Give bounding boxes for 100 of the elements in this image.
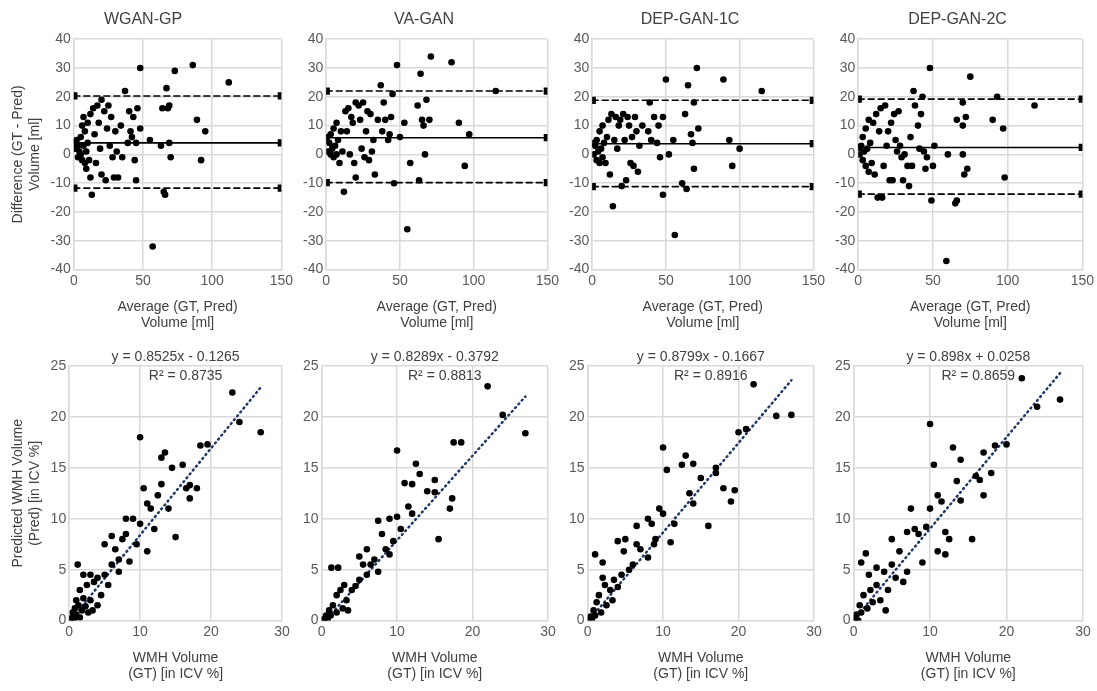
x-tick-label: 100: [461, 271, 486, 288]
y-axis-title: Difference (GT - Pred) Volume [ml]: [9, 85, 43, 224]
y-tick-label: 40: [573, 30, 590, 47]
y-tick-label: -20: [569, 202, 590, 219]
x-axis-title: WMH Volume (GT) [in ICV %]: [920, 648, 1016, 682]
y-tick-label: 20: [50, 407, 67, 424]
x-tick-label: 100: [995, 271, 1020, 288]
text: y = 0.8799x - 0.1667: [636, 347, 766, 364]
annotation: R² = 0.8813: [408, 366, 482, 383]
y-tick-label: -10: [835, 174, 856, 191]
chart-title: DEP-GAN-1C: [640, 10, 740, 28]
x-tick-label: 150: [269, 271, 294, 288]
y-tick-label: 0: [847, 145, 856, 162]
text: y = 0.8525x - 0.1265: [111, 347, 240, 364]
y-tick-label: 15: [568, 458, 585, 475]
x-axis-title: WMH Volume (GT) [in ICV %]: [387, 648, 483, 682]
x-tick-label: 30: [540, 622, 556, 639]
x-tick-label: 50: [658, 271, 674, 288]
y-tick-label: -30: [50, 231, 72, 248]
y-tick-label: 0: [63, 145, 72, 162]
y-tick-label: 40: [55, 30, 72, 47]
y-tick-label: 10: [302, 509, 319, 526]
x-axis-title: Average (GT, Pred) Volume [ml]: [910, 297, 1031, 331]
y-tick-label: -40: [303, 260, 324, 277]
y-tick-label: 15: [834, 458, 851, 475]
y-tick-label: 0: [842, 611, 851, 628]
x-tick-label: 10: [389, 622, 406, 639]
x-tick-label: 30: [274, 622, 290, 639]
text: y = 0.8289x - 0.3792: [370, 347, 500, 364]
annotation: R² = 0.8735: [148, 366, 223, 383]
y-tick-label: -10: [50, 174, 72, 191]
x-tick-label: 100: [200, 271, 225, 288]
y-tick-label: 25: [50, 356, 67, 373]
y-tick-label: -40: [835, 260, 856, 277]
y-tick-label: 10: [834, 509, 851, 526]
x-tick-label: 50: [135, 271, 151, 288]
x-tick-label: 150: [801, 271, 826, 288]
y-tick-label: 30: [307, 58, 324, 75]
y-tick-label: 20: [307, 87, 324, 104]
y-tick-label: 10: [568, 509, 585, 526]
y-tick-label: 10: [573, 116, 590, 133]
x-tick-label: 20: [730, 622, 747, 639]
y-tick-label: -30: [303, 231, 324, 248]
chart-title: WGAN-GP: [103, 10, 183, 28]
annotation: R² = 0.8916: [674, 366, 748, 383]
y-tick-label: 25: [568, 356, 585, 373]
y-tick-label: -10: [569, 174, 590, 191]
y-axis-title: Predicted WMH Volume (Pred) [in ICV %]: [9, 418, 43, 568]
y-tick-label: -40: [569, 260, 590, 277]
chart-title: VA-GAN: [393, 10, 455, 28]
y-tick-label: -30: [835, 231, 856, 248]
x-tick-label: 20: [464, 622, 481, 639]
y-tick-label: 0: [310, 611, 319, 628]
y-tick-label: 40: [839, 30, 856, 47]
y-tick-label: 40: [307, 30, 324, 47]
x-tick-label: 30: [806, 622, 822, 639]
y-tick-label: 5: [576, 560, 585, 577]
y-tick-label: 5: [58, 560, 67, 577]
y-tick-label: 15: [50, 458, 67, 475]
y-tick-label: 10: [307, 116, 324, 133]
y-tick-label: -10: [303, 174, 324, 191]
x-tick-label: 150: [535, 271, 560, 288]
y-tick-label: 10: [839, 116, 856, 133]
y-tick-label: 20: [834, 407, 851, 424]
x-tick-label: 10: [922, 622, 939, 639]
y-tick-label: -20: [303, 202, 324, 219]
y-tick-label: 30: [573, 58, 590, 75]
x-tick-label: 20: [998, 622, 1015, 639]
y-tick-label: 25: [834, 356, 851, 373]
x-tick-label: 150: [1070, 271, 1095, 288]
x-tick-label: 50: [392, 271, 408, 288]
y-tick-label: 25: [302, 356, 319, 373]
y-tick-label: 10: [50, 509, 67, 526]
y-tick-label: -40: [50, 260, 72, 277]
x-tick-label: 30: [1075, 622, 1091, 639]
y-tick-label: 0: [58, 611, 67, 628]
y-tick-label: 0: [581, 145, 590, 162]
x-tick-label: 20: [203, 622, 220, 639]
y-tick-label: 30: [55, 58, 72, 75]
x-tick-label: 10: [655, 622, 672, 639]
x-tick-label: 10: [132, 622, 149, 639]
y-tick-label: 30: [839, 58, 856, 75]
x-axis-title: WMH Volume (GT) [in ICV %]: [653, 648, 749, 682]
y-tick-label: 20: [568, 407, 585, 424]
x-axis-title: Average (GT, Pred) Volume [ml]: [376, 297, 497, 331]
y-tick-label: 0: [315, 145, 324, 162]
y-tick-label: 20: [573, 87, 590, 104]
x-axis-title: WMH Volume (GT) [in ICV %]: [128, 648, 224, 682]
y-tick-label: 15: [302, 458, 319, 475]
x-tick-label: 100: [727, 271, 752, 288]
annotation: R² = 0.8659: [941, 366, 1016, 383]
y-tick-label: -20: [50, 202, 72, 219]
chart-title: DEP-GAN-2C: [908, 10, 1007, 28]
y-tick-label: 5: [842, 560, 851, 577]
y-tick-label: 5: [310, 560, 319, 577]
y-tick-label: 0: [576, 611, 585, 628]
y-tick-label: 20: [302, 407, 319, 424]
y-tick-label: 10: [55, 116, 72, 133]
y-tick-label: -30: [569, 231, 590, 248]
y-tick-label: -20: [835, 202, 856, 219]
